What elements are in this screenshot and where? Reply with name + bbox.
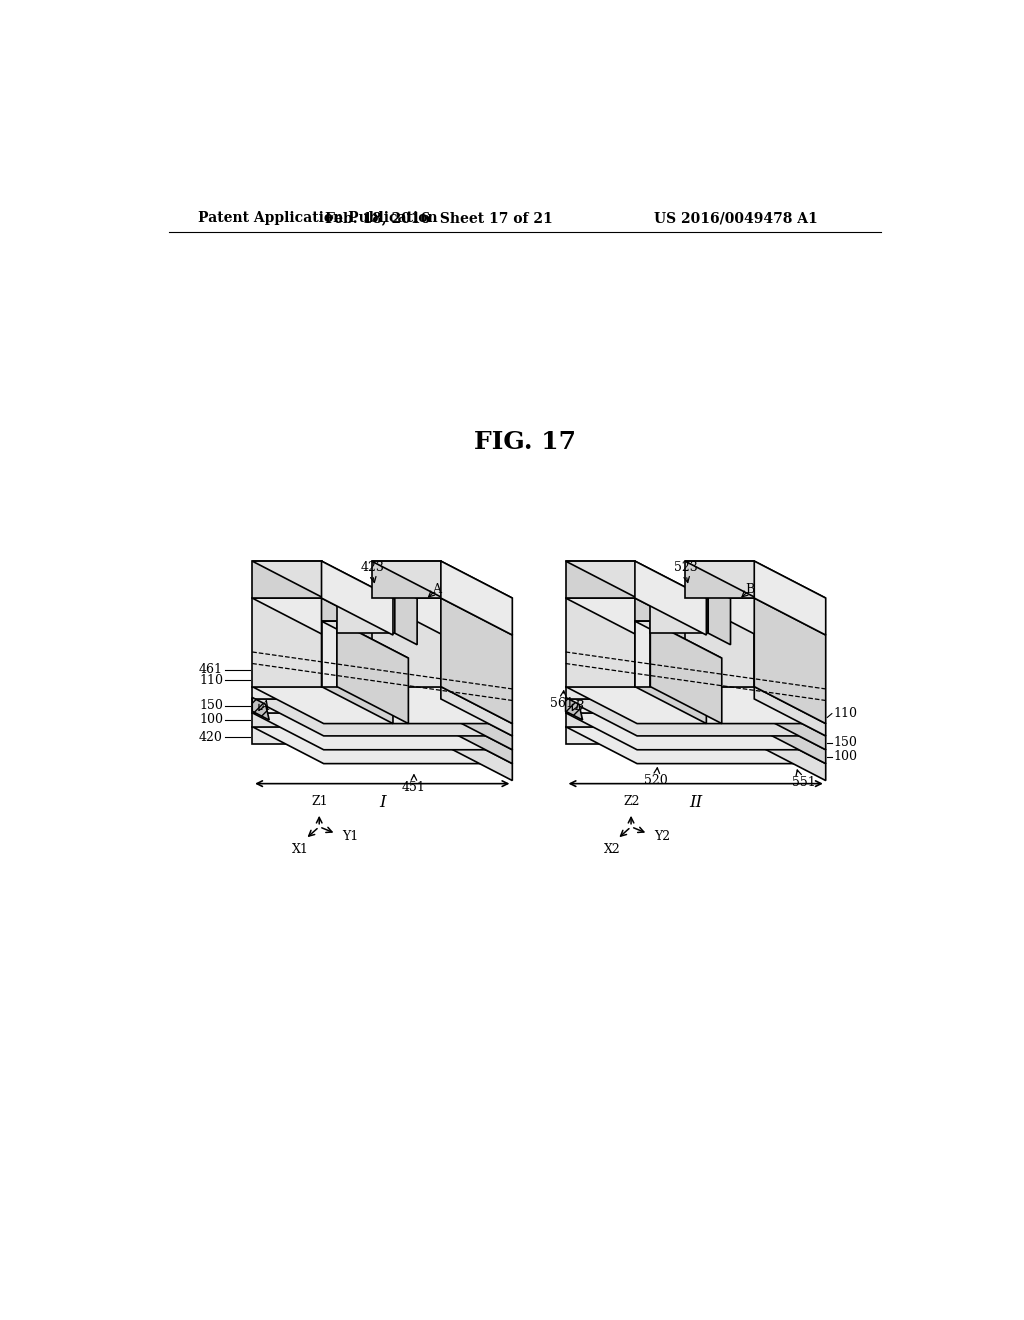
Polygon shape (635, 622, 650, 686)
Polygon shape (650, 587, 730, 598)
Polygon shape (565, 598, 635, 686)
Text: 523: 523 (675, 561, 698, 573)
Polygon shape (755, 713, 825, 763)
Polygon shape (565, 686, 755, 700)
Polygon shape (565, 726, 825, 763)
Polygon shape (755, 726, 825, 780)
Text: Patent Application Publication: Patent Application Publication (199, 211, 438, 226)
Text: 150: 150 (834, 737, 857, 750)
Text: Z2: Z2 (624, 795, 640, 808)
Polygon shape (685, 561, 825, 598)
Polygon shape (252, 700, 441, 713)
Text: 451: 451 (402, 780, 426, 793)
Polygon shape (372, 561, 512, 598)
Text: 423: 423 (360, 561, 385, 573)
Polygon shape (685, 598, 825, 635)
Polygon shape (252, 713, 441, 726)
Polygon shape (337, 587, 395, 634)
Polygon shape (635, 622, 722, 659)
Text: FIG. 17: FIG. 17 (474, 430, 575, 454)
Polygon shape (635, 561, 707, 635)
Polygon shape (322, 622, 409, 659)
Text: A: A (261, 700, 269, 713)
Polygon shape (565, 561, 707, 598)
Polygon shape (565, 713, 755, 726)
Text: US 2016/0049478 A1: US 2016/0049478 A1 (654, 211, 818, 226)
Text: Y2: Y2 (654, 829, 671, 842)
Polygon shape (650, 587, 709, 634)
Polygon shape (252, 726, 441, 743)
Polygon shape (441, 700, 512, 750)
Text: II: II (689, 793, 702, 810)
Polygon shape (441, 561, 512, 635)
Text: 110: 110 (199, 675, 223, 686)
Text: A: A (432, 583, 440, 597)
Text: Feb. 18, 2016  Sheet 17 of 21: Feb. 18, 2016 Sheet 17 of 21 (325, 211, 552, 226)
Polygon shape (565, 700, 825, 737)
Polygon shape (755, 686, 825, 737)
Polygon shape (337, 622, 409, 723)
Polygon shape (755, 700, 825, 750)
Polygon shape (755, 561, 825, 635)
Text: 100: 100 (199, 713, 223, 726)
Polygon shape (565, 726, 755, 743)
Polygon shape (252, 700, 512, 737)
Polygon shape (709, 587, 730, 644)
Text: B: B (574, 700, 584, 713)
Text: 420: 420 (199, 731, 223, 744)
Text: 461: 461 (199, 663, 223, 676)
Polygon shape (565, 598, 707, 635)
Text: X1: X1 (292, 843, 308, 855)
Text: X2: X2 (603, 843, 621, 855)
Polygon shape (635, 598, 707, 723)
Polygon shape (252, 598, 393, 635)
Polygon shape (322, 561, 393, 635)
Text: B: B (745, 583, 755, 597)
Text: 561: 561 (550, 697, 573, 710)
Text: 520: 520 (643, 774, 668, 787)
Text: 551: 551 (792, 776, 816, 789)
Polygon shape (565, 713, 825, 750)
Polygon shape (252, 561, 393, 598)
Polygon shape (337, 587, 417, 598)
Polygon shape (252, 561, 322, 598)
Polygon shape (755, 598, 825, 723)
Polygon shape (252, 697, 269, 719)
Polygon shape (252, 598, 322, 686)
Polygon shape (565, 686, 825, 723)
Polygon shape (252, 686, 512, 723)
Text: Y1: Y1 (342, 829, 358, 842)
Polygon shape (565, 697, 583, 719)
Polygon shape (372, 561, 441, 598)
Polygon shape (650, 622, 722, 723)
Text: 150: 150 (199, 700, 223, 713)
Text: I: I (379, 793, 386, 810)
Polygon shape (252, 713, 512, 750)
Polygon shape (565, 700, 755, 713)
Polygon shape (322, 598, 393, 723)
Polygon shape (372, 598, 441, 686)
Polygon shape (441, 713, 512, 763)
Polygon shape (441, 686, 512, 737)
Polygon shape (441, 598, 512, 723)
Text: 100: 100 (834, 750, 857, 763)
Text: Z1: Z1 (311, 795, 329, 808)
Polygon shape (685, 561, 755, 598)
Polygon shape (685, 598, 755, 686)
Polygon shape (441, 726, 512, 780)
Text: 110: 110 (834, 708, 857, 721)
Polygon shape (252, 686, 441, 700)
Polygon shape (395, 587, 417, 644)
Polygon shape (252, 726, 512, 763)
Polygon shape (372, 598, 512, 635)
Polygon shape (322, 622, 337, 686)
Polygon shape (565, 561, 635, 598)
